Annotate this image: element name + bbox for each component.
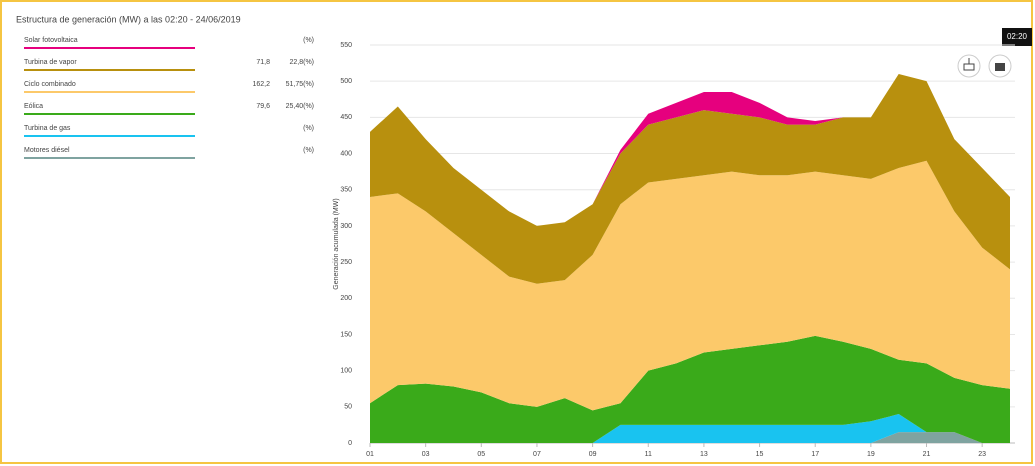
legend-label: Ciclo combinado [24, 81, 76, 88]
y-tick-label: 450 [340, 114, 352, 121]
legend-share: 25,40(%) [286, 103, 314, 110]
legend-share: 22,8(%) [289, 59, 314, 66]
area [370, 335, 1010, 443]
y-tick-label: 500 [340, 78, 352, 85]
x-tick-label: 13 [700, 451, 708, 458]
y-tick-label: 250 [340, 259, 352, 266]
area [370, 432, 1010, 443]
print-button[interactable] [957, 54, 981, 78]
download-button[interactable] [988, 54, 1012, 78]
legend-share: (%) [303, 125, 314, 132]
x-tick-label: 07 [533, 451, 541, 458]
legend-value: 71,8 [256, 59, 270, 66]
y-tick-label: 400 [340, 150, 352, 157]
x-tick-label: 17 [811, 451, 819, 458]
y-tick-label: 100 [340, 367, 352, 374]
area [370, 73, 1010, 226]
legend-share: 51,75(%) [286, 81, 314, 88]
x-tick-label: 21 [923, 451, 931, 458]
x-tick-label: 05 [477, 451, 485, 458]
area [370, 73, 1010, 284]
legend-value: 79,6 [256, 103, 270, 110]
time-badge: 02:20 [1007, 32, 1028, 41]
y-tick-label: 0 [348, 440, 352, 447]
legend-label: Solar fotovoltaica [24, 37, 78, 44]
x-tick-label: 19 [867, 451, 875, 458]
chart-title: Estructura de generación (MW) a las 02:2… [16, 14, 241, 24]
legend-label: Turbina de vapor [24, 59, 77, 66]
y-tick-label: 150 [340, 331, 352, 338]
x-tick-label: 23 [978, 451, 986, 458]
x-tick-label: 15 [756, 451, 764, 458]
x-tick-label: 03 [422, 451, 430, 458]
y-tick-label: 300 [340, 223, 352, 230]
x-tick-label: 11 [645, 451, 652, 458]
time-badge-bg [1002, 28, 1032, 46]
y-tick-label: 50 [344, 404, 352, 411]
y-tick-label: 550 [340, 42, 352, 49]
legend-share: (%) [303, 147, 314, 154]
legend-label: Motores diésel [24, 147, 70, 154]
x-tick-label: 01 [366, 451, 374, 458]
y-axis-title: Generación acumulada (MW) [333, 198, 340, 289]
area [370, 160, 1010, 411]
legend-label: Eólica [24, 103, 43, 110]
y-tick-label: 200 [340, 295, 352, 302]
area [370, 414, 1010, 443]
legend-value: 162,2 [252, 81, 270, 88]
legend-label: Turbina de gas [24, 125, 71, 132]
x-tick-label: 09 [589, 451, 597, 458]
y-tick-label: 350 [340, 187, 352, 194]
legend-share: (%) [303, 37, 314, 44]
